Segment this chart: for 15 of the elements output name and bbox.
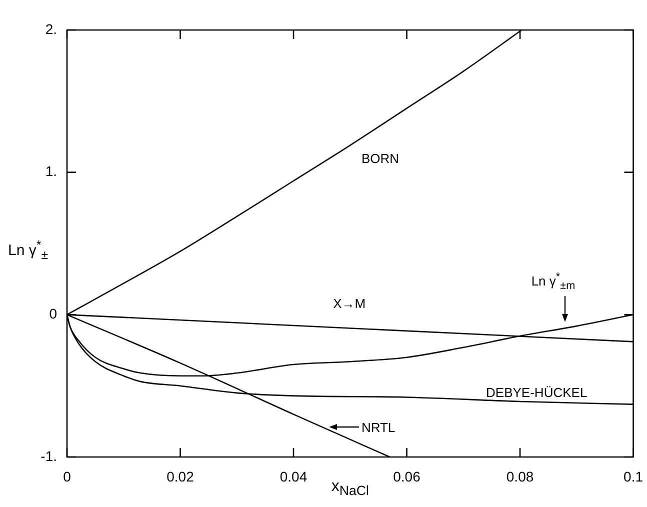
annotation: X→M (333, 296, 366, 311)
annotation: DEBYE-HÜCKEL (486, 385, 588, 400)
y-tick-label: 2. (45, 20, 57, 37)
x-tick-label: 0.08 (506, 468, 534, 484)
x-axis-title: x$_{NaCl}$ (331, 478, 369, 498)
y-tick-label: 0 (49, 306, 58, 322)
annotation: NRTL (361, 420, 396, 435)
x-tick-label: 0 (63, 468, 72, 484)
x-tick-label: 0.1 (624, 468, 644, 484)
annotation: BORN (361, 150, 400, 166)
y-tick-label: -1. (40, 448, 57, 464)
x-tick-label: 0.06 (393, 468, 421, 484)
x-tick-label: 0.02 (166, 468, 194, 484)
y-tick-label: 1. (45, 163, 57, 180)
x-tick-label: 0.04 (280, 468, 308, 484)
